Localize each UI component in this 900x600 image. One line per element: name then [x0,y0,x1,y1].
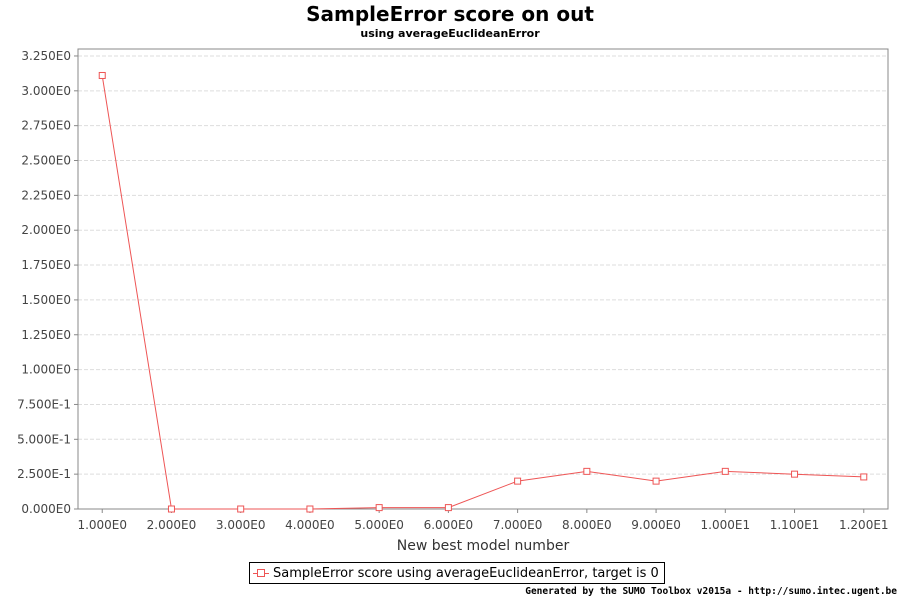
data-point-marker [444,504,452,512]
data-point-marker [167,505,175,513]
y-tick-label: 3.000E0 [21,84,71,98]
legend: SampleError score using averageEuclidean… [249,562,665,584]
x-tick-label: 2.000E0 [147,518,197,532]
x-tick-label: 4.000E0 [285,518,335,532]
x-axis-title: New best model number [397,538,570,554]
data-point-marker [98,71,106,79]
x-tick-label: 3.000E0 [216,518,266,532]
data-point-marker [583,467,591,475]
y-tick-label: 3.250E0 [21,49,71,63]
data-point-marker [652,477,660,485]
y-tick-label: 2.250E0 [21,188,71,202]
y-tick-label: 1.750E0 [21,258,71,272]
series-line [101,75,864,510]
x-tick-label: 9.000E0 [631,518,681,532]
data-point-marker [514,477,522,485]
y-tick-label: 2.000E0 [21,223,71,237]
data-point-marker [721,467,729,475]
footer-credit: Generated by the SUMO Toolbox v2015a - h… [525,586,897,597]
x-tick-label: 6.000E0 [424,518,474,532]
y-tick-label: 5.000E-1 [17,432,71,446]
x-tick-label: 5.000E0 [354,518,404,532]
y-tick-label: 7.500E-1 [17,397,71,411]
legend-swatch [253,568,269,578]
y-tick-label: 1.000E0 [21,363,71,377]
y-tick-label: 0.000E0 [21,502,71,516]
x-tick-label: 8.000E0 [562,518,612,532]
data-point-marker [860,473,868,481]
chart-subtitle: using averageEuclideanError [360,27,540,40]
y-tick-label: 1.500E0 [21,293,71,307]
legend-label: SampleError score using averageEuclidean… [273,565,659,581]
chart-title: SampleError score on out [306,2,594,26]
y-tick-label: 2.500E0 [21,154,71,168]
y-tick-label: 2.500E-1 [17,467,71,481]
data-point-marker [237,505,245,513]
plot-frame [77,48,889,510]
y-tick-label: 2.750E0 [21,119,71,133]
data-point-marker [306,505,314,513]
x-tick-label: 1.000E1 [701,518,751,532]
data-point-marker [791,470,799,478]
data-point-marker [375,504,383,512]
x-tick-label: 1.100E1 [770,518,820,532]
x-tick-label: 1.200E1 [839,518,889,532]
x-tick-label: 1.000E0 [77,518,127,532]
x-tick-label: 7.000E0 [493,518,543,532]
y-tick-label: 1.250E0 [21,328,71,342]
